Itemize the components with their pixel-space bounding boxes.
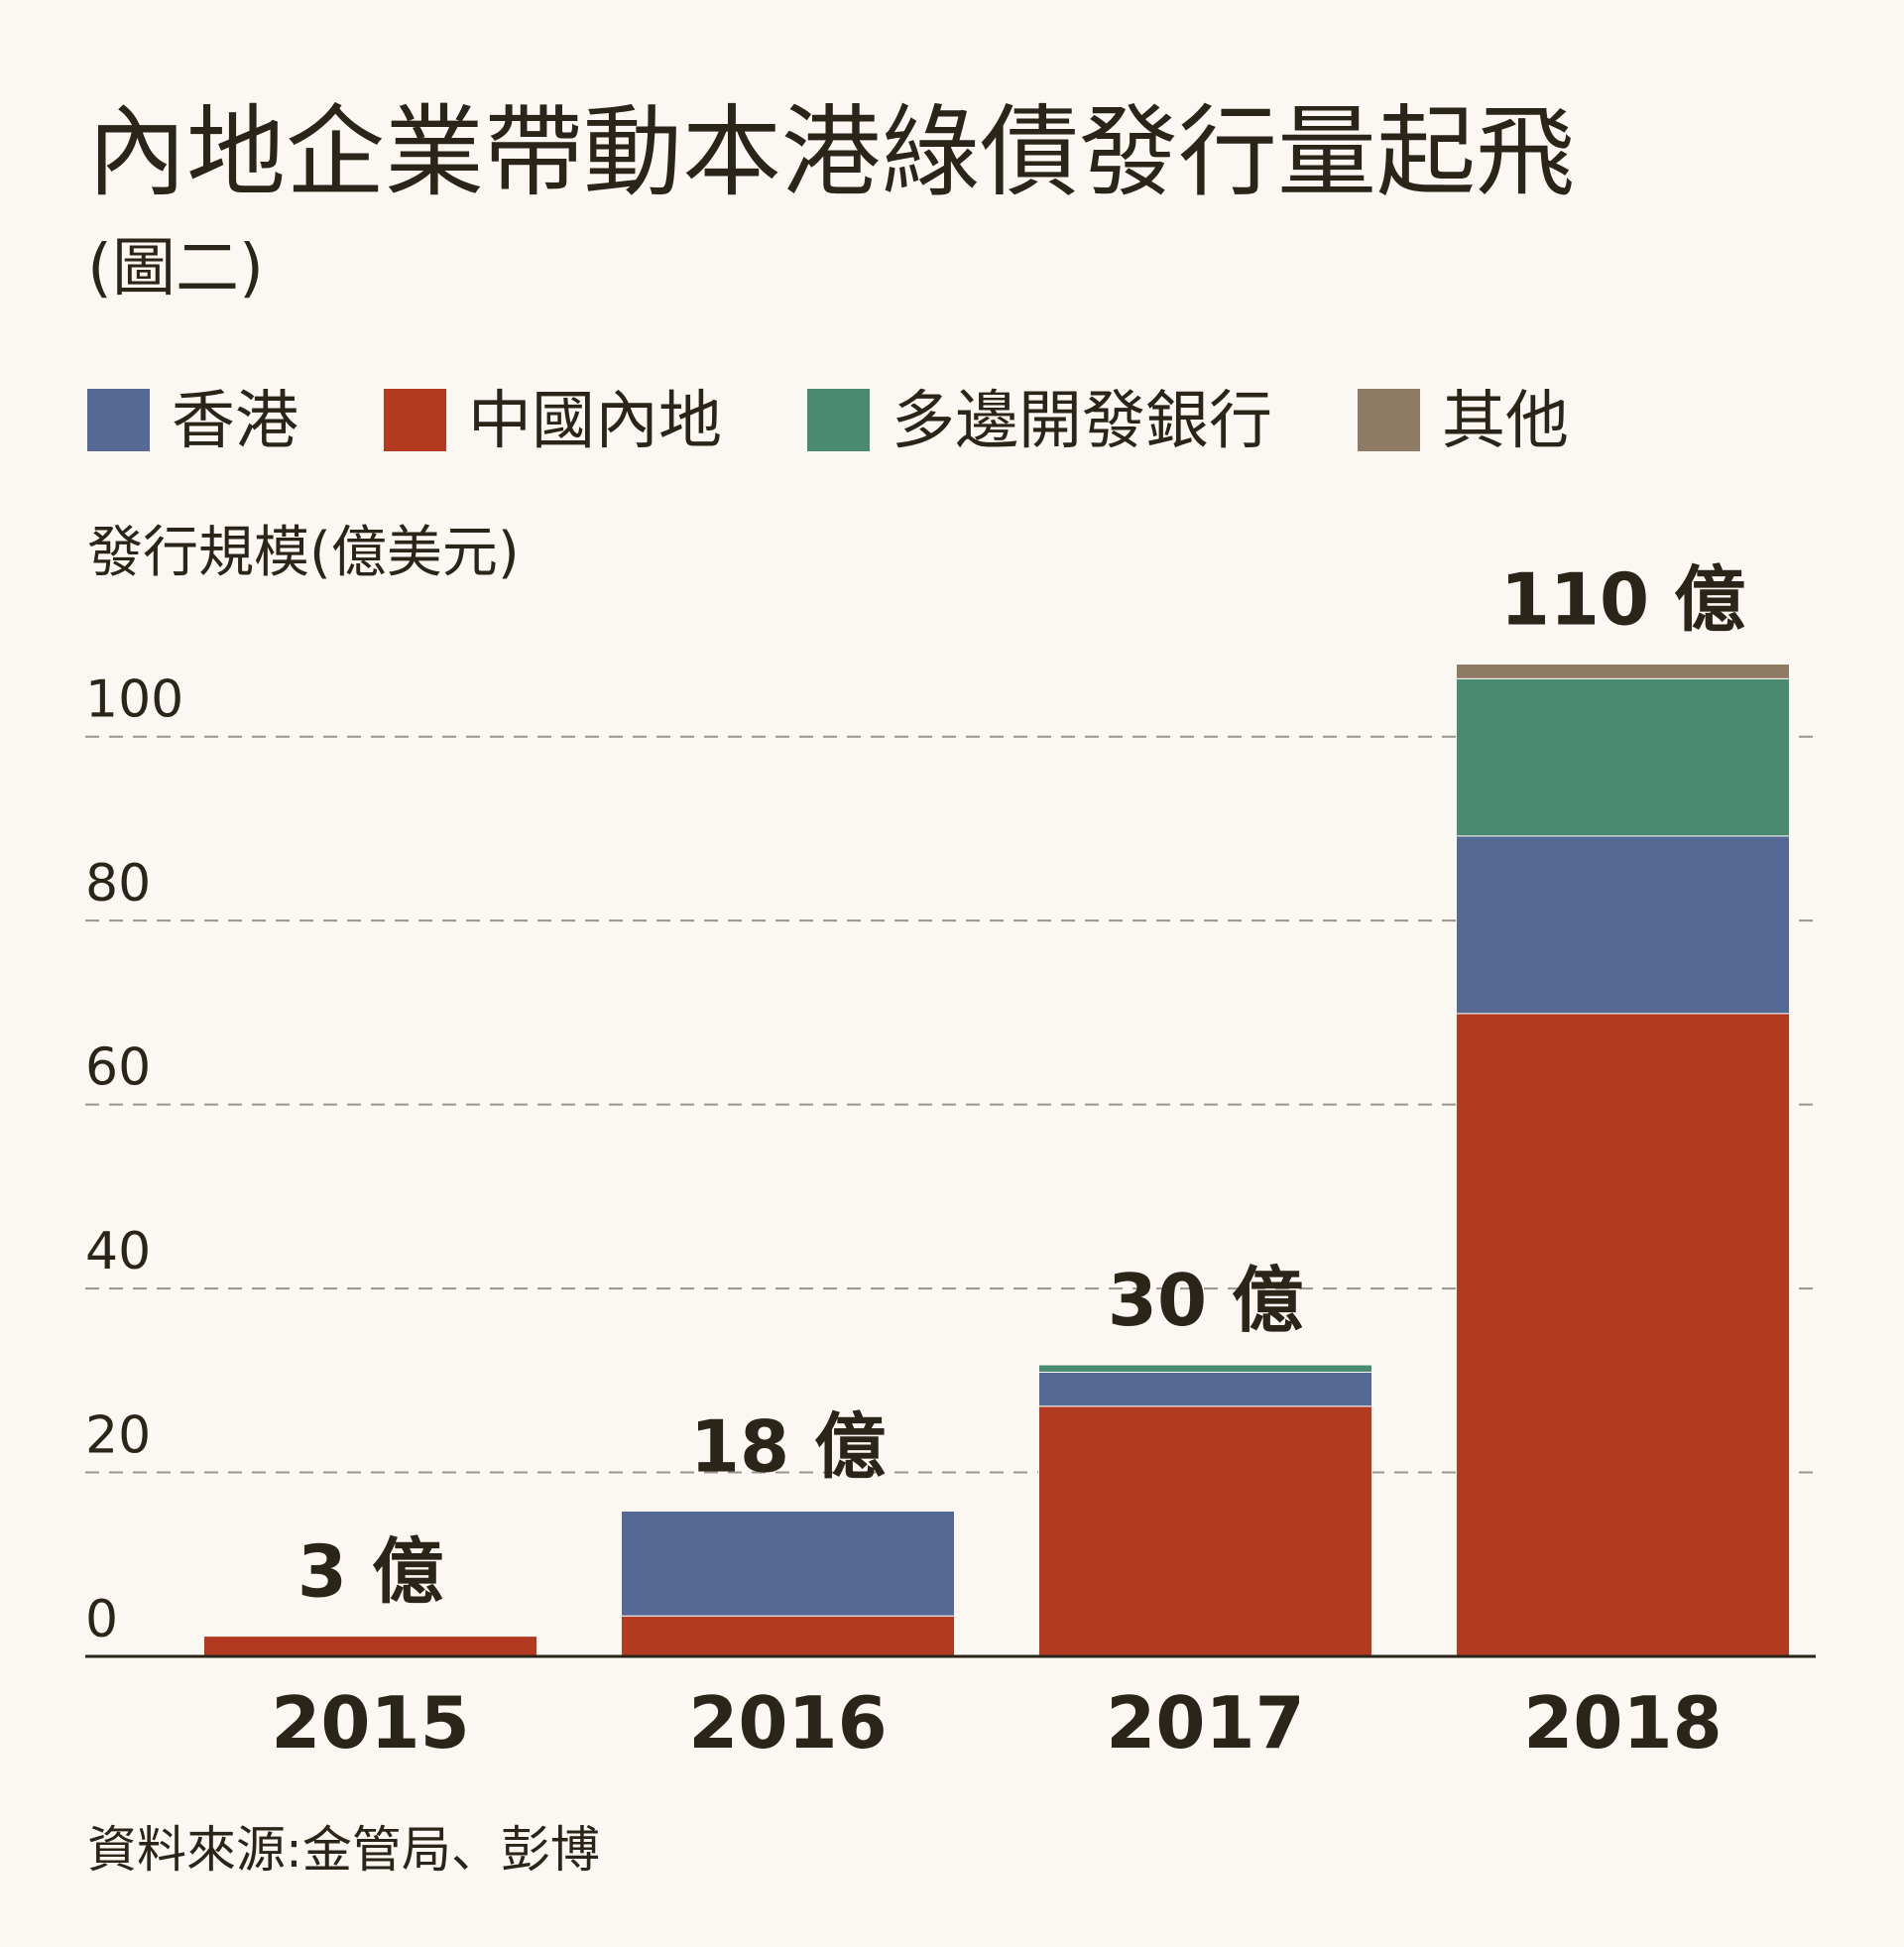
bar-segment xyxy=(1038,1371,1372,1407)
source-note: 資料來源:金管局、彭博 xyxy=(87,1821,600,1879)
chart-subtitle: (圖二) xyxy=(87,232,264,305)
y-tick-label: 0 xyxy=(85,1590,118,1649)
legend-swatch xyxy=(384,389,446,451)
bar-segment xyxy=(1456,835,1790,1015)
y-tick-label: 100 xyxy=(85,670,183,730)
legend-label: 中國內地 xyxy=(468,385,722,458)
bar-segment xyxy=(1038,1364,1372,1373)
chart-title: 內地企業帶動本港綠債發行量起飛 xyxy=(87,94,1575,210)
total-label: 18 億 xyxy=(690,1404,886,1488)
x-tick-label: 2018 xyxy=(1523,1681,1722,1764)
legend-swatch xyxy=(1358,389,1420,451)
bar-segment xyxy=(1038,1405,1372,1657)
y-tick-label: 40 xyxy=(85,1222,151,1281)
y-tick-label: 60 xyxy=(85,1038,151,1098)
bar-segment xyxy=(1456,677,1790,837)
x-tick-label: 2015 xyxy=(271,1681,469,1764)
legend-swatch xyxy=(87,389,150,451)
legend-swatch xyxy=(807,389,870,451)
total-label: 110 億 xyxy=(1500,557,1745,641)
y-tick-label: 20 xyxy=(85,1406,151,1466)
y-tick-label: 80 xyxy=(85,854,151,913)
bar-segment xyxy=(203,1636,537,1657)
legend-label: 香港 xyxy=(172,385,298,458)
bar-segment xyxy=(1456,1013,1790,1657)
x-tick-label: 2017 xyxy=(1106,1681,1304,1764)
bar-segment xyxy=(621,1510,955,1617)
bar-segment xyxy=(1456,663,1790,679)
total-label: 3 億 xyxy=(298,1530,443,1614)
legend-label: 其他 xyxy=(1442,385,1569,458)
y-axis-title: 發行規模(億美元) xyxy=(87,521,520,585)
total-label: 30 億 xyxy=(1108,1259,1303,1342)
legend-label: 多邊開發銀行 xyxy=(892,385,1272,458)
x-tick-label: 2016 xyxy=(688,1681,887,1764)
bar-segment xyxy=(621,1615,955,1657)
